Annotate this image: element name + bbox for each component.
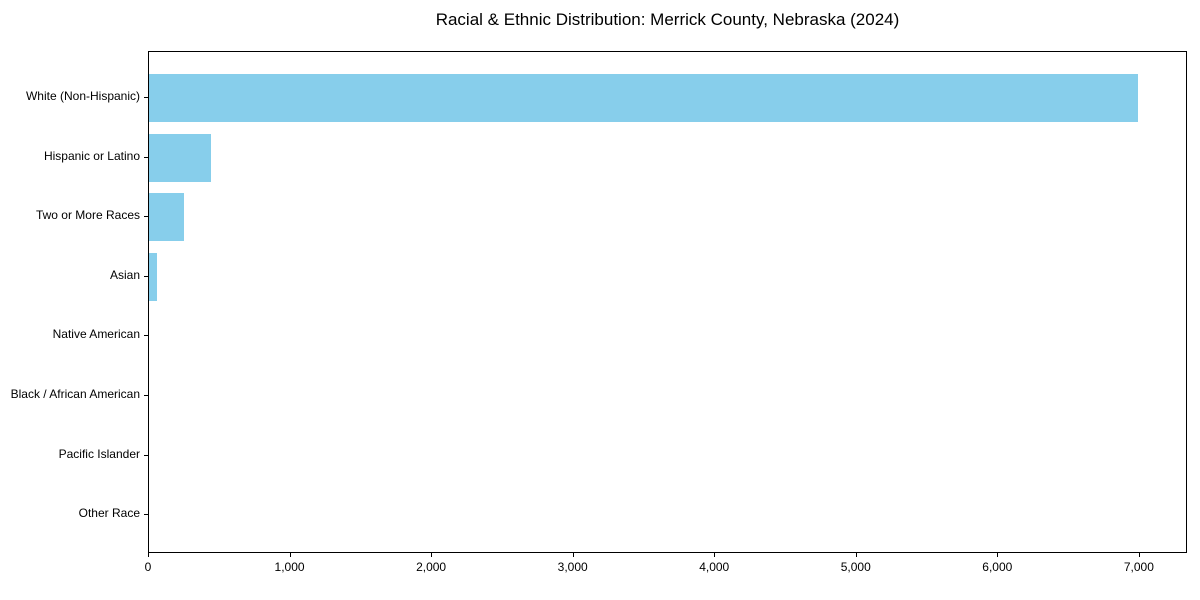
y-tick-mark bbox=[144, 156, 148, 158]
bar bbox=[149, 74, 1138, 122]
y-tick-mark bbox=[144, 275, 148, 277]
category-label: Two or More Races bbox=[35, 208, 140, 223]
x-tick-mark bbox=[997, 553, 999, 557]
x-tick-mark bbox=[714, 553, 716, 557]
x-tick-mark bbox=[1138, 553, 1140, 557]
x-tick-label: 5,000 bbox=[840, 560, 871, 574]
bar bbox=[149, 133, 211, 182]
x-tick-label: 7,000 bbox=[1123, 560, 1154, 574]
y-tick-mark bbox=[144, 395, 148, 396]
category-label: Other Race bbox=[78, 506, 140, 521]
y-tick-mark bbox=[144, 216, 148, 218]
x-tick-label: 0 bbox=[144, 560, 152, 574]
y-tick-mark bbox=[144, 514, 148, 516]
x-tick-label: 4,000 bbox=[699, 560, 730, 574]
y-tick-mark bbox=[144, 97, 148, 98]
x-tick-mark bbox=[572, 553, 574, 557]
bar bbox=[149, 252, 157, 301]
x-tick-mark bbox=[855, 553, 857, 557]
category-label: Native American bbox=[52, 327, 140, 342]
x-tick-label: 6,000 bbox=[982, 560, 1013, 574]
y-tick-mark bbox=[144, 454, 148, 456]
category-label: Hispanic or Latino bbox=[43, 148, 140, 163]
x-tick-mark bbox=[148, 553, 149, 557]
category-label: White (Non-Hispanic) bbox=[25, 89, 140, 103]
x-tick-mark bbox=[431, 553, 433, 557]
x-tick-label: 1,000 bbox=[274, 560, 305, 574]
category-label: Black / African American bbox=[10, 387, 140, 401]
bar bbox=[149, 193, 184, 242]
chart-title: Racial & Ethnic Distribution: Merrick Co… bbox=[435, 10, 900, 29]
category-label: Pacific Islander bbox=[58, 446, 140, 461]
plot-area bbox=[148, 51, 1187, 553]
y-tick-mark bbox=[144, 335, 148, 337]
category-label: Asian bbox=[109, 267, 140, 282]
x-tick-mark bbox=[289, 553, 291, 557]
x-tick-label: 3,000 bbox=[557, 560, 588, 574]
x-tick-label: 2,000 bbox=[416, 560, 447, 574]
